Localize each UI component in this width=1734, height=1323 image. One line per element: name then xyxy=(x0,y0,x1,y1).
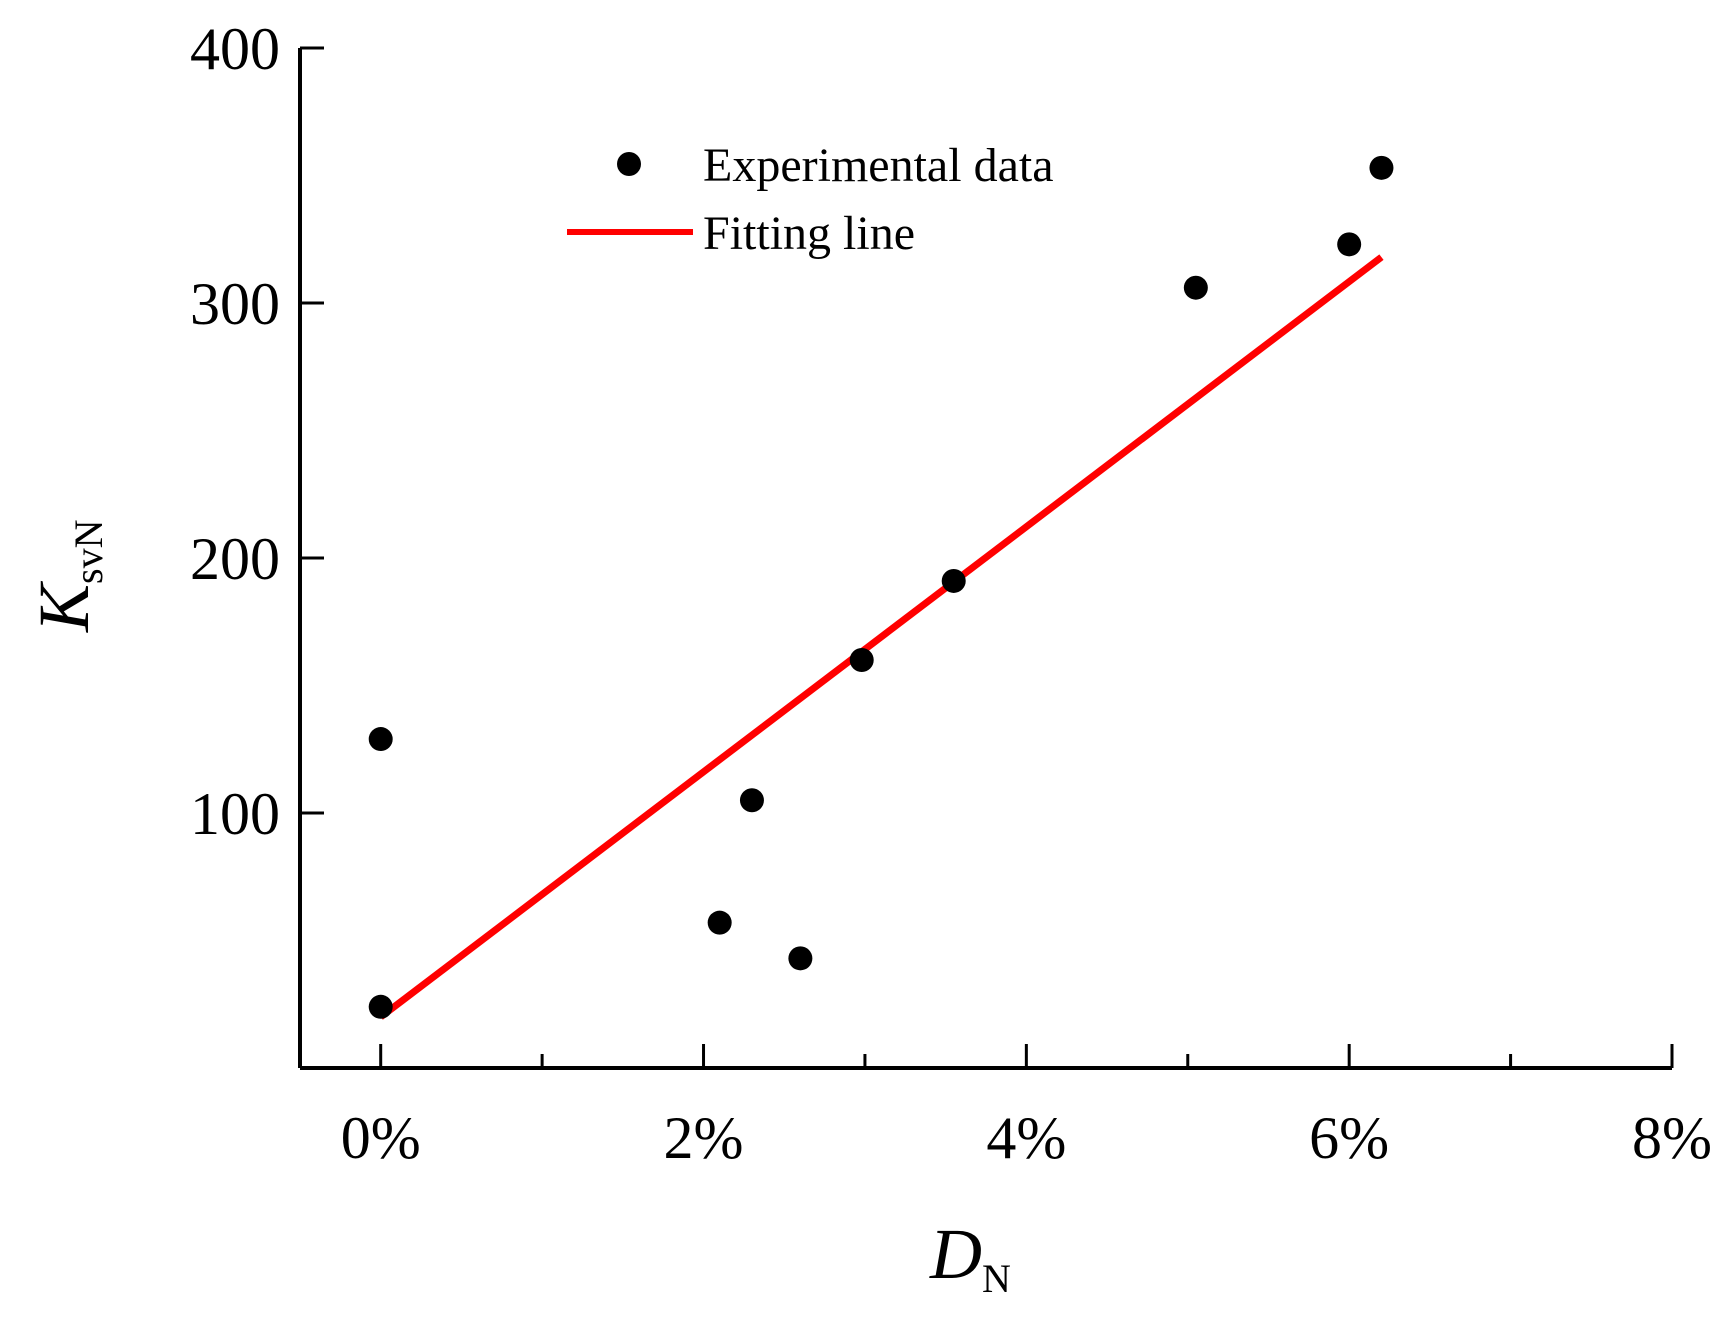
data-point xyxy=(1183,275,1208,300)
y-axis-title-subscript: svN xyxy=(66,520,111,584)
data-point xyxy=(368,727,393,752)
x-tick-label: 8% xyxy=(1632,1105,1712,1171)
x-tick-label: 4% xyxy=(986,1105,1066,1171)
y-tick-label: 300 xyxy=(190,271,280,337)
data-point xyxy=(1337,232,1362,257)
y-axis-title-main: K xyxy=(24,580,104,633)
x-ticks: 0% 2% 4% 6% 8% xyxy=(341,1044,1712,1171)
y-tick-label: 100 xyxy=(190,781,280,847)
y-ticks: 100 200 300 400 xyxy=(190,16,324,847)
data-point xyxy=(707,910,732,935)
fitting-line xyxy=(378,254,1384,1020)
x-tick-label: 0% xyxy=(341,1105,421,1171)
x-axis-title-main: D xyxy=(929,1214,982,1294)
data-point xyxy=(849,648,874,672)
y-tick-label: 400 xyxy=(190,16,280,82)
data-point xyxy=(739,788,764,813)
data-point xyxy=(368,994,393,1019)
x-tick-label: 2% xyxy=(664,1105,744,1171)
legend-marker-experimental xyxy=(617,152,641,176)
x-axis-title: DN xyxy=(929,1214,1011,1301)
data-point xyxy=(941,568,966,593)
y-axis-title: KsvN xyxy=(24,520,111,633)
data-point xyxy=(1369,155,1394,180)
x-axis-title-subscript: N xyxy=(982,1256,1011,1301)
x-tick-label: 6% xyxy=(1309,1105,1389,1171)
legend-label-fitting: Fitting line xyxy=(703,207,915,260)
data-points xyxy=(368,155,1394,1019)
fit-lines xyxy=(378,254,1384,1020)
y-tick-label: 200 xyxy=(190,526,280,592)
legend: Experimental data Fitting line xyxy=(567,139,1054,260)
data-point xyxy=(788,946,813,971)
legend-label-experimental: Experimental data xyxy=(703,139,1054,192)
